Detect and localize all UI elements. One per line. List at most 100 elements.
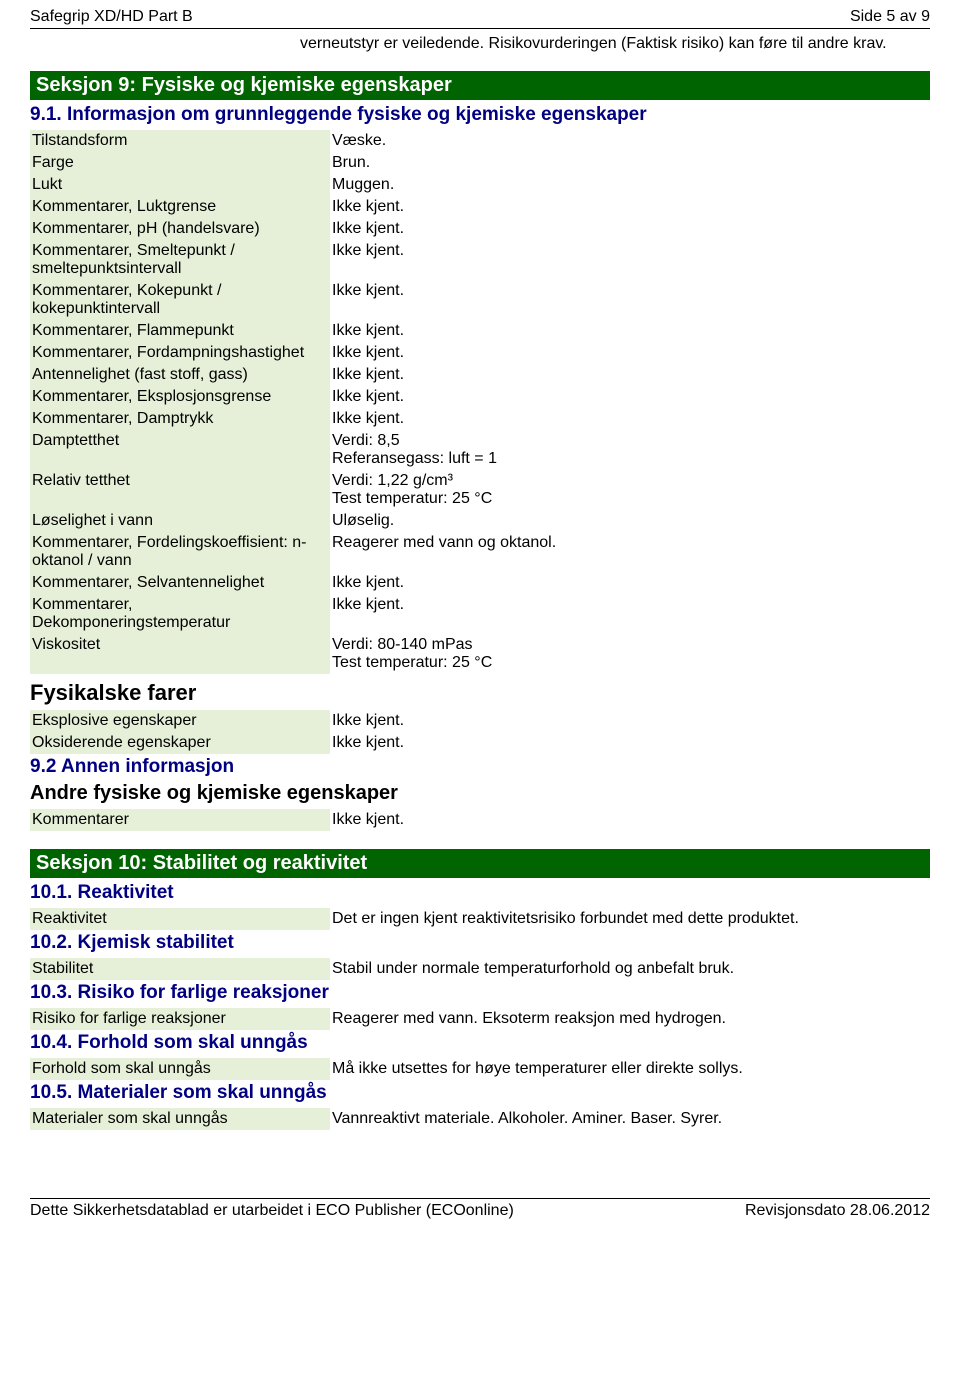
property-value: Stabil under normale temperaturforhold o…	[330, 958, 930, 980]
property-value: Verdi: 8,5Referansegass: luft = 1	[330, 430, 930, 470]
footer-right: Revisjonsdato 28.06.2012	[745, 1202, 930, 1220]
property-key: Kommentarer, Smeltepunkt / smeltepunktsi…	[30, 240, 330, 280]
property-key: Farge	[30, 152, 330, 174]
property-key: Reaktivitet	[30, 908, 330, 930]
property-value: Verdi: 80-140 mPasTest temperatur: 25 °C	[330, 634, 930, 674]
property-value: Ikke kjent.	[330, 408, 930, 430]
property-value: Ikke kjent.	[330, 572, 930, 594]
properties-table-10-4: Forhold som skal unngåsMå ikke utsettes …	[30, 1058, 930, 1080]
table-row: Kommentarer, FlammepunktIkke kjent.	[30, 320, 930, 342]
page-footer: Dette Sikkerhetsdatablad er utarbeidet i…	[30, 1198, 930, 1220]
heading-10-3: 10.3. Risiko for farlige reaksjoner	[30, 982, 930, 1004]
table-row: Kommentarer, pH (handelsvare)Ikke kjent.	[30, 218, 930, 240]
table-row: TilstandsformVæske.	[30, 130, 930, 152]
property-value: Uløselig.	[330, 510, 930, 532]
heading-10-2: 10.2. Kjemisk stabilitet	[30, 932, 930, 954]
property-value: Må ikke utsettes for høye temperaturer e…	[330, 1058, 930, 1080]
heading-10-1: 10.1. Reaktivitet	[30, 882, 930, 904]
property-value: Reagerer med vann og oktanol.	[330, 532, 930, 572]
property-key: Tilstandsform	[30, 130, 330, 152]
property-key: Kommentarer, Dekomponeringstemperatur	[30, 594, 330, 634]
property-value: Verdi: 1,22 g/cm³Test temperatur: 25 °C	[330, 470, 930, 510]
property-key: Kommentarer, Eksplosjonsgrense	[30, 386, 330, 408]
intro-text: verneutstyr er veiledende. Risikovurderi…	[30, 35, 930, 53]
properties-table-fys: Eksplosive egenskaperIkke kjent.Oksidere…	[30, 710, 930, 754]
table-row: StabilitetStabil under normale temperatu…	[30, 958, 930, 980]
property-key: Kommentarer	[30, 809, 330, 831]
table-row: Kommentarer, FordampningshastighetIkke k…	[30, 342, 930, 364]
table-row: Oksiderende egenskaperIkke kjent.	[30, 732, 930, 754]
property-key: Relativ tetthet	[30, 470, 330, 510]
property-value: Ikke kjent.	[330, 710, 930, 732]
property-value: Ikke kjent.	[330, 240, 930, 280]
table-row: Kommentarer, SelvantennelighetIkke kjent…	[30, 572, 930, 594]
page-indicator: Side 5 av 9	[850, 8, 930, 26]
table-row: Relativ tetthetVerdi: 1,22 g/cm³Test tem…	[30, 470, 930, 510]
table-row: ReaktivitetDet er ingen kjent reaktivite…	[30, 908, 930, 930]
property-value: Ikke kjent.	[330, 809, 930, 831]
table-row: LuktMuggen.	[30, 174, 930, 196]
table-row: Kommentarer, EksplosjonsgrenseIkke kjent…	[30, 386, 930, 408]
property-key: Kommentarer, pH (handelsvare)	[30, 218, 330, 240]
table-row: Antennelighet (fast stoff, gass)Ikke kje…	[30, 364, 930, 386]
heading-andre: Andre fysiske og kjemiske egenskaper	[30, 782, 930, 805]
property-key: Forhold som skal unngås	[30, 1058, 330, 1080]
property-key: Antennelighet (fast stoff, gass)	[30, 364, 330, 386]
property-value: Ikke kjent.	[330, 320, 930, 342]
property-key: Risiko for farlige reaksjoner	[30, 1008, 330, 1030]
table-row: Risiko for farlige reaksjonerReagerer me…	[30, 1008, 930, 1030]
table-row: Kommentarer, LuktgrenseIkke kjent.	[30, 196, 930, 218]
table-row: DamptetthetVerdi: 8,5Referansegass: luft…	[30, 430, 930, 470]
property-key: Kommentarer, Luktgrense	[30, 196, 330, 218]
property-value: Vannreaktivt materiale. Alkoholer. Amine…	[330, 1108, 930, 1130]
table-row: Kommentarer, Kokepunkt / kokepunktinterv…	[30, 280, 930, 320]
property-value: Ikke kjent.	[330, 732, 930, 754]
heading-10-5: 10.5. Materialer som skal unngås	[30, 1082, 930, 1104]
properties-table-10-2: StabilitetStabil under normale temperatu…	[30, 958, 930, 980]
property-key: Kommentarer, Kokepunkt / kokepunktinterv…	[30, 280, 330, 320]
section-9-bar: Seksjon 9: Fysiske og kjemiske egenskape…	[30, 71, 930, 100]
property-key: Kommentarer, Selvantennelighet	[30, 572, 330, 594]
doc-title: Safegrip XD/HD Part B	[30, 8, 193, 26]
property-value: Brun.	[330, 152, 930, 174]
property-value: Muggen.	[330, 174, 930, 196]
property-value: Reagerer med vann. Eksoterm reaksjon med…	[330, 1008, 930, 1030]
table-row: FargeBrun.	[30, 152, 930, 174]
table-row: Løselighet i vannUløselig.	[30, 510, 930, 532]
heading-10-4: 10.4. Forhold som skal unngås	[30, 1032, 930, 1054]
table-row: ViskositetVerdi: 80-140 mPasTest tempera…	[30, 634, 930, 674]
property-value: Ikke kjent.	[330, 342, 930, 364]
heading-fysikalske-farer: Fysikalske farer	[30, 680, 930, 706]
table-row: Materialer som skal unngåsVannreaktivt m…	[30, 1108, 930, 1130]
property-value: Ikke kjent.	[330, 594, 930, 634]
table-row: Kommentarer, DekomponeringstemperaturIkk…	[30, 594, 930, 634]
property-key: Kommentarer, Fordampningshastighet	[30, 342, 330, 364]
properties-table-10-5: Materialer som skal unngåsVannreaktivt m…	[30, 1108, 930, 1130]
property-value: Væske.	[330, 130, 930, 152]
property-value: Ikke kjent.	[330, 364, 930, 386]
properties-table-10-3: Risiko for farlige reaksjonerReagerer me…	[30, 1008, 930, 1030]
table-row: Forhold som skal unngåsMå ikke utsettes …	[30, 1058, 930, 1080]
property-key: Kommentarer, Flammepunkt	[30, 320, 330, 342]
property-value: Ikke kjent.	[330, 280, 930, 320]
property-key: Lukt	[30, 174, 330, 196]
table-row: Kommentarer, DamptrykkIkke kjent.	[30, 408, 930, 430]
table-row: Eksplosive egenskaperIkke kjent.	[30, 710, 930, 732]
property-key: Stabilitet	[30, 958, 330, 980]
table-row: KommentarerIkke kjent.	[30, 809, 930, 831]
property-key: Damptetthet	[30, 430, 330, 470]
heading-9-1: 9.1. Informasjon om grunnleggende fysisk…	[30, 104, 930, 126]
property-value: Det er ingen kjent reaktivitetsrisiko fo…	[330, 908, 930, 930]
property-key: Materialer som skal unngås	[30, 1108, 330, 1130]
footer-left: Dette Sikkerhetsdatablad er utarbeidet i…	[30, 1202, 514, 1220]
property-key: Kommentarer, Fordelingskoeffisient: n-ok…	[30, 532, 330, 572]
table-row: Kommentarer, Smeltepunkt / smeltepunktsi…	[30, 240, 930, 280]
properties-table-andre: KommentarerIkke kjent.	[30, 809, 930, 831]
table-row: Kommentarer, Fordelingskoeffisient: n-ok…	[30, 532, 930, 572]
heading-9-2: 9.2 Annen informasjon	[30, 756, 930, 778]
property-value: Ikke kjent.	[330, 218, 930, 240]
property-key: Viskositet	[30, 634, 330, 674]
property-key: Oksiderende egenskaper	[30, 732, 330, 754]
section-10-bar: Seksjon 10: Stabilitet og reaktivitet	[30, 849, 930, 878]
property-value: Ikke kjent.	[330, 386, 930, 408]
